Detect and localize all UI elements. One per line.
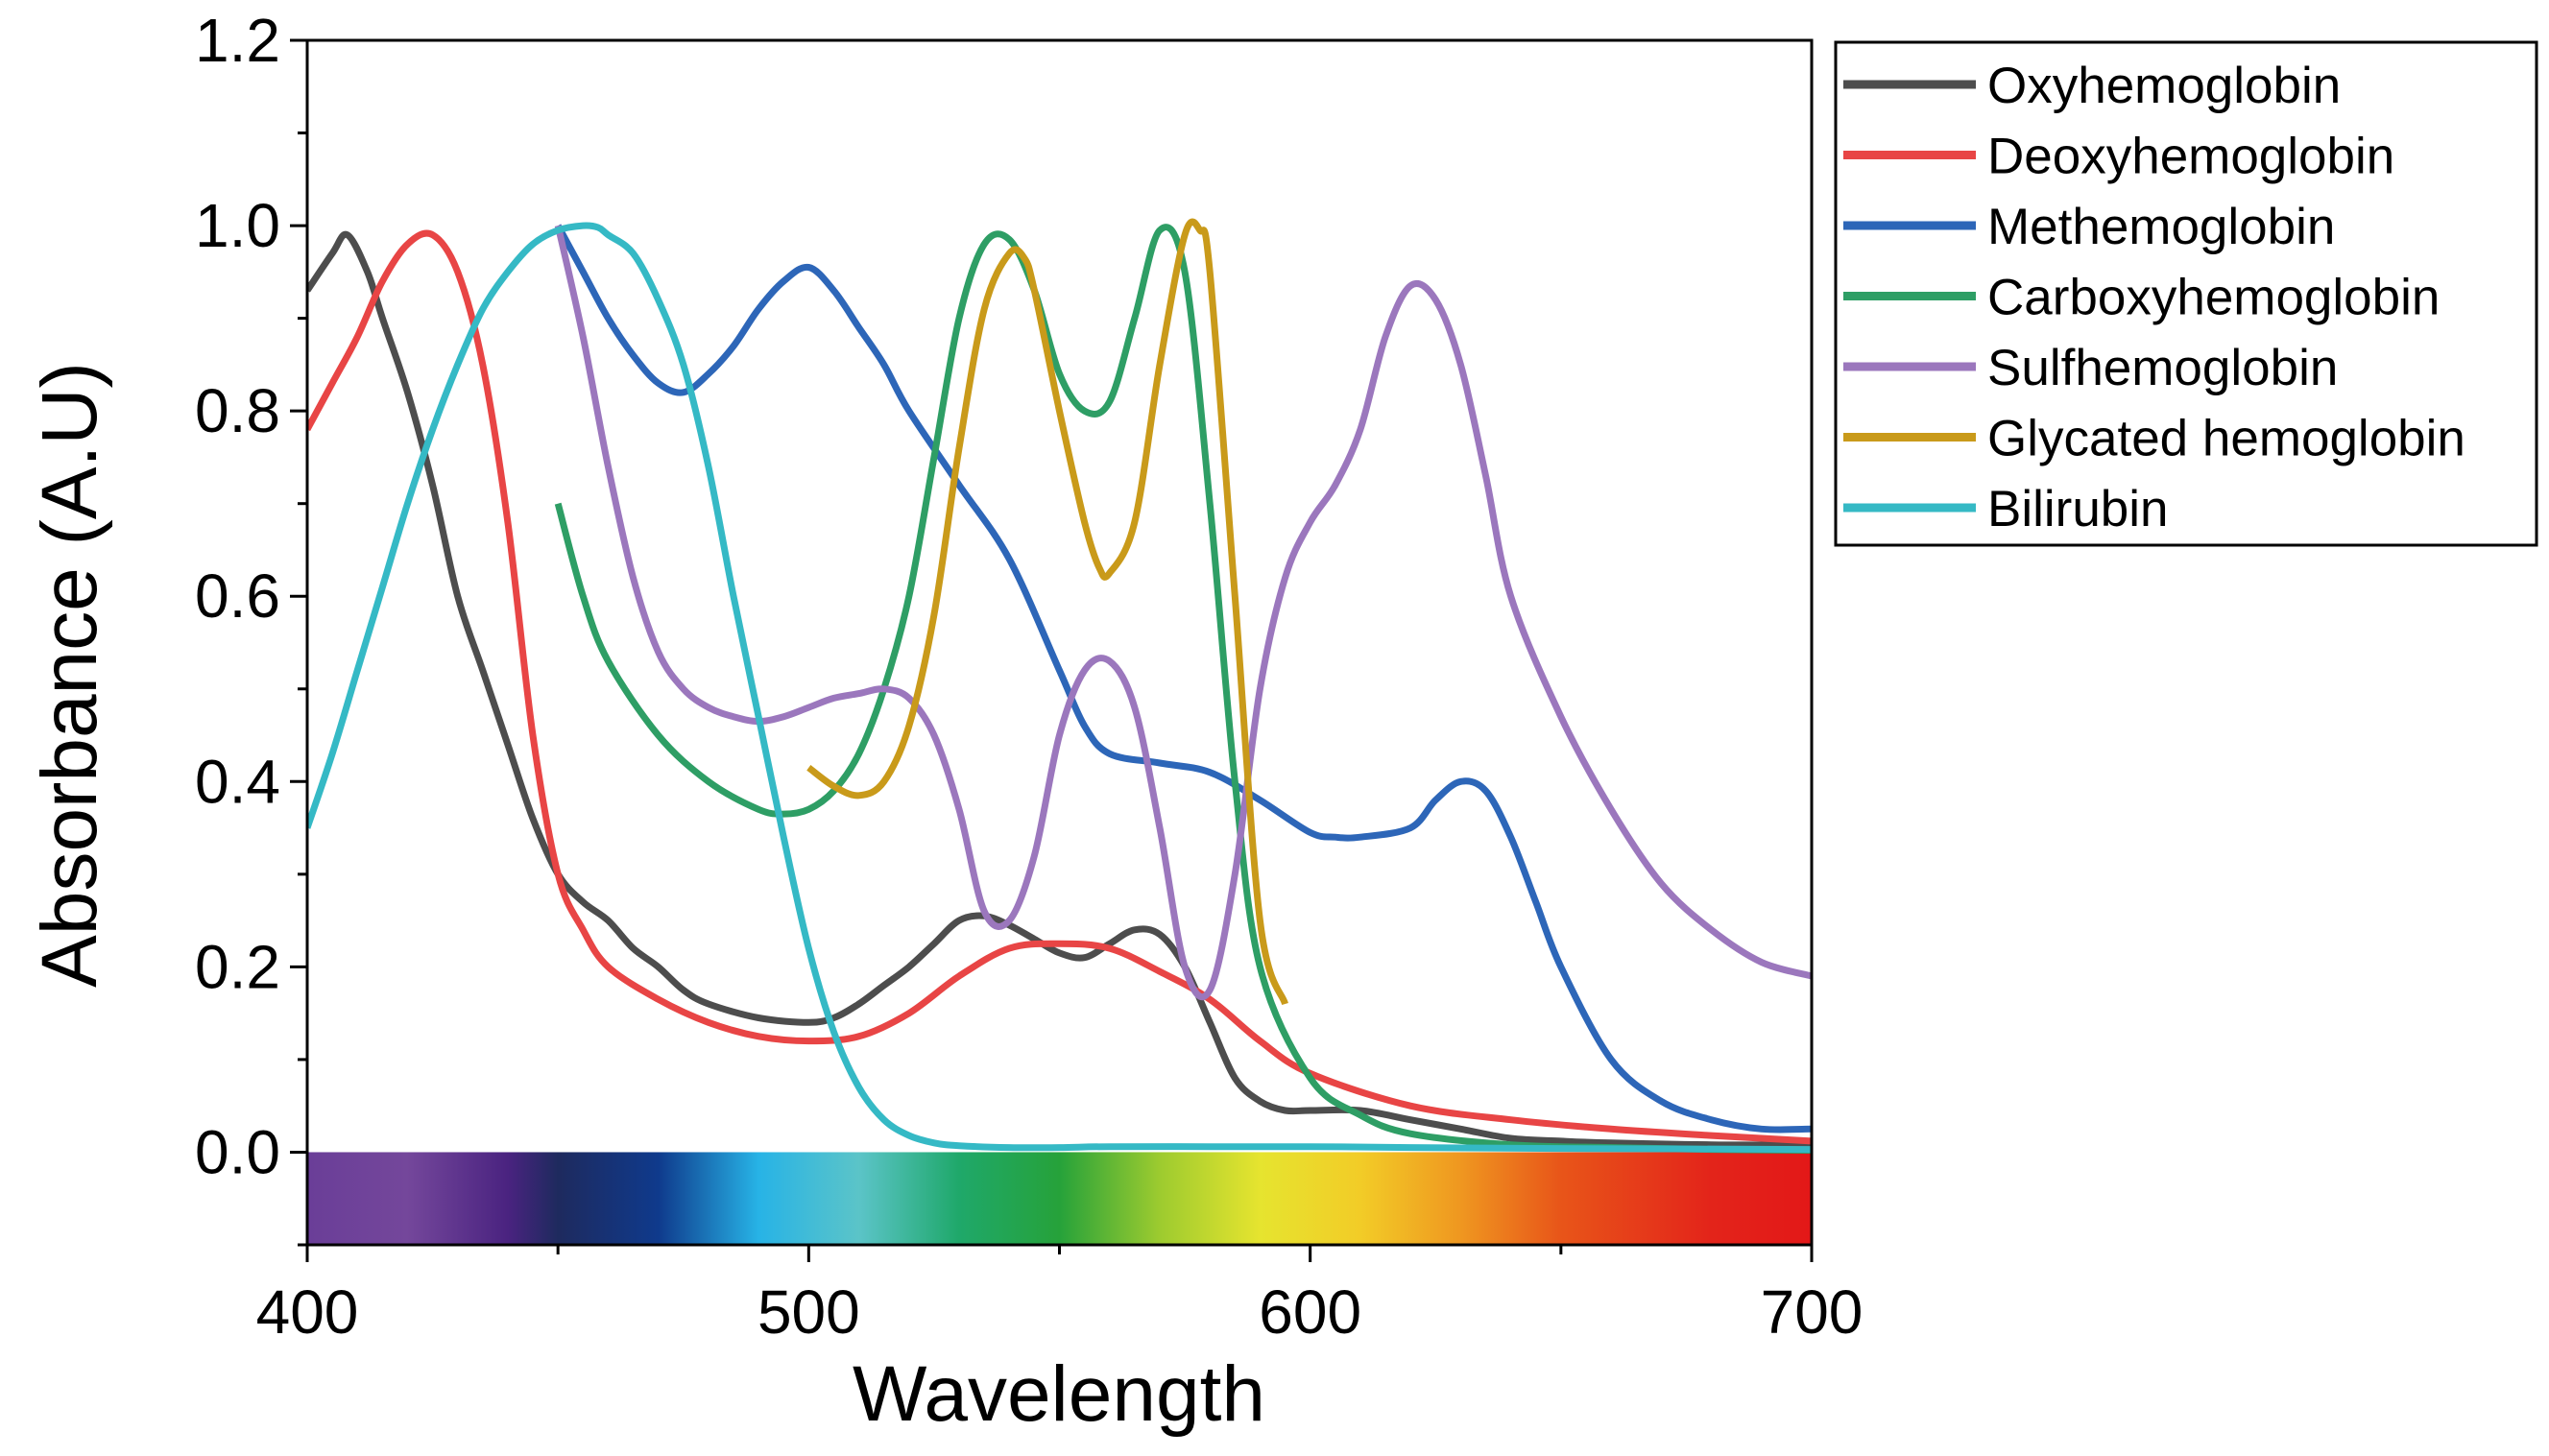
legend-label-sulfhemoglobin: Sulfhemoglobin — [1987, 340, 2338, 396]
legend-label-methemoglobin: Methemoglobin — [1987, 199, 2335, 255]
y-axis: 0.0 0.2 0.4 0.6 0.8 1.0 1.2 — [195, 6, 307, 1247]
x-tick-label: 500 — [757, 1277, 860, 1347]
x-tick-label: 400 — [256, 1277, 359, 1347]
legend: Oxyhemoglobin Deoxyhemoglobin Methemoglobi… — [1834, 40, 2538, 547]
x-axis: 400 500 600 700 — [256, 1245, 1864, 1347]
x-tick-label: 600 — [1259, 1277, 1361, 1347]
legend-label-oxyhemoglobin: Oxyhemoglobin — [1987, 58, 2341, 114]
series-line-oxyhemoglobin — [307, 230, 1812, 1149]
series-layer — [307, 218, 1812, 1154]
legend-label-carboxyhemoglobin: Carboxyhemoglobin — [1987, 270, 2440, 326]
series-line-methemoglobin — [555, 224, 1812, 1134]
legend-label-deoxyhemoglobin: Deoxyhemoglobin — [1987, 129, 2394, 185]
legend-label-bilirubin: Bilirubin — [1987, 481, 2169, 537]
y-tick-label: 0.4 — [195, 747, 280, 816]
series-line-glycated-hemoglobin — [806, 218, 1288, 1006]
y-tick-label: 0.8 — [195, 376, 280, 445]
spectrum-band — [307, 1152, 1812, 1245]
y-tick-label: 0.6 — [195, 561, 280, 631]
y-tick-label: 1.0 — [195, 191, 280, 260]
y-tick-label: 0.0 — [195, 1117, 280, 1186]
series-line-bilirubin — [307, 222, 1812, 1154]
x-axis-title: Wavelength — [853, 1350, 1265, 1438]
y-tick-label: 1.2 — [195, 6, 280, 75]
series-line-sulfhemoglobin — [554, 225, 1812, 1000]
series-line-deoxyhemoglobin — [307, 229, 1812, 1145]
legend-label-glycated-hemoglobin: Glycated hemoglobin — [1987, 411, 2465, 467]
plot-frame — [305, 38, 1814, 1247]
x-tick-label: 700 — [1761, 1277, 1864, 1347]
y-tick-label: 0.2 — [195, 932, 280, 1001]
y-axis-title: Absorbance (A.U) — [26, 362, 113, 988]
